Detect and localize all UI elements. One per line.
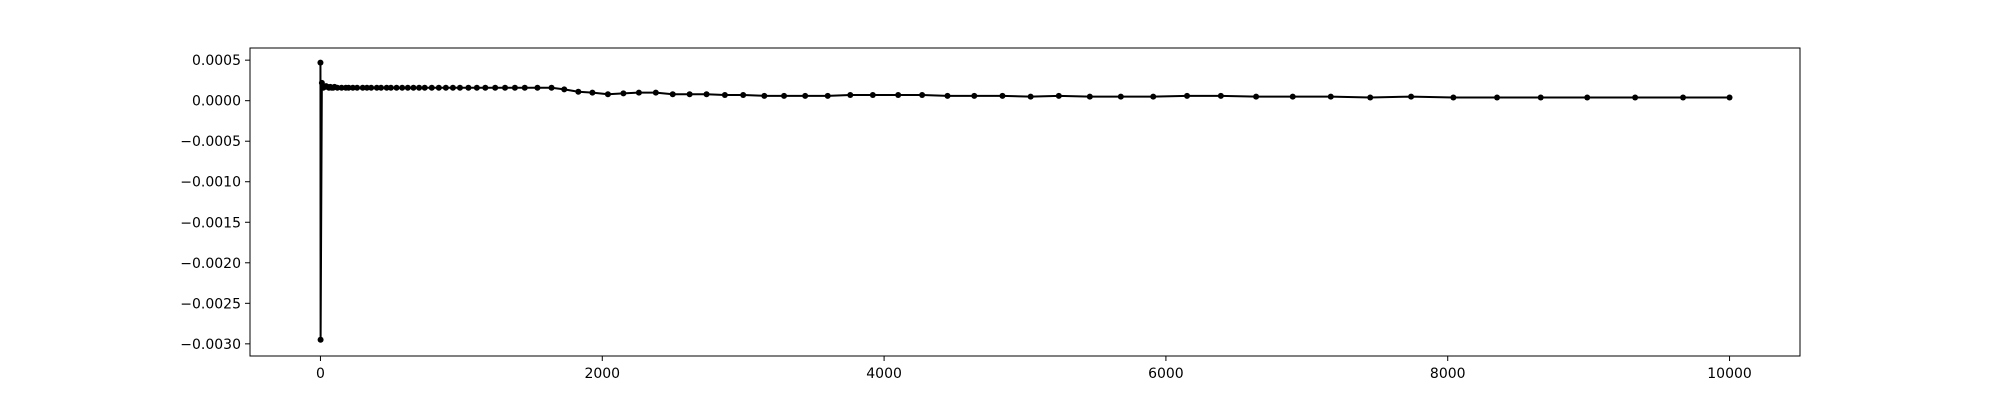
data-point (971, 92, 978, 99)
data-point (869, 92, 876, 99)
data-point (1584, 94, 1591, 101)
x-tick-label: 2000 (584, 366, 620, 382)
data-point (338, 84, 345, 91)
data-point (761, 92, 768, 99)
y-tick-label: −0.0015 (180, 215, 241, 231)
data-point (393, 84, 400, 91)
data-point (1117, 93, 1124, 100)
data-point (1184, 92, 1191, 99)
data-point (404, 84, 411, 91)
data-point (919, 92, 926, 99)
x-tick-label: 4000 (866, 366, 902, 382)
plot-layer (317, 59, 1733, 343)
data-point (1494, 94, 1501, 101)
data-point (620, 90, 627, 97)
y-tick-label: 0.0005 (192, 53, 241, 69)
data-point (944, 92, 951, 99)
data-point (1027, 93, 1034, 100)
data-point (521, 84, 528, 91)
data-point (1150, 93, 1157, 100)
data-point (1217, 92, 1224, 99)
data-point (465, 84, 472, 91)
data-point (378, 84, 385, 91)
data-point (354, 84, 361, 91)
x-axis: 0 2000 4000 6000 8000 10000 (316, 356, 1752, 382)
data-point (895, 92, 902, 99)
data-point (435, 84, 442, 91)
data-point (686, 91, 693, 98)
data-point (802, 92, 809, 99)
y-axis: 0.0005 0.0000 −0.0005 −0.0010 −0.0015 −0.0020… (180, 53, 250, 353)
y-tick-label: 0.0000 (192, 94, 241, 110)
data-point (781, 92, 788, 99)
data-point (482, 84, 489, 91)
data-point (1055, 92, 1062, 99)
data-point (575, 88, 582, 95)
data-point (561, 86, 568, 93)
data-point (456, 84, 463, 91)
data-point (334, 84, 341, 91)
x-tick-label: 8000 (1430, 366, 1466, 382)
data-point (1726, 94, 1733, 101)
x-tick-label: 0 (316, 366, 325, 382)
data-point (999, 92, 1006, 99)
data-point (368, 84, 375, 91)
y-tick-label: −0.0005 (180, 134, 241, 150)
data-point (703, 91, 710, 98)
data-point (824, 92, 831, 99)
data-point (502, 84, 509, 91)
data-point (428, 84, 435, 91)
data-point (589, 89, 596, 96)
data-point (359, 84, 366, 91)
data-point (492, 84, 499, 91)
data-point (399, 84, 406, 91)
series-line (319, 62, 1730, 341)
data-point (511, 84, 518, 91)
data-point (652, 89, 659, 96)
data-point (421, 84, 428, 91)
x-tick-label: 6000 (1148, 366, 1184, 382)
y-tick-label: −0.0010 (180, 175, 241, 191)
data-point (345, 84, 352, 91)
data-point (740, 92, 747, 99)
data-point (449, 84, 456, 91)
data-point (635, 89, 642, 96)
data-point (383, 84, 390, 91)
data-point (534, 84, 541, 91)
data-point (1408, 93, 1415, 100)
x-tick-label: 10000 (1707, 366, 1752, 382)
axes-frame (249, 47, 1801, 357)
data-point (1680, 94, 1687, 101)
data-point (349, 84, 356, 91)
data-point (416, 84, 423, 91)
data-point (721, 92, 728, 99)
data-point (442, 84, 449, 91)
data-point (387, 84, 394, 91)
data-point (1632, 94, 1639, 101)
data-point (847, 92, 854, 99)
data-point (317, 336, 324, 343)
data-point (604, 91, 611, 98)
y-tick-label: −0.0020 (180, 256, 241, 272)
data-point (1367, 94, 1374, 101)
data-point (1086, 93, 1093, 100)
data-point (317, 59, 324, 66)
data-point (1289, 93, 1296, 100)
data-point (1450, 94, 1457, 101)
data-point (1253, 93, 1260, 100)
data-point (373, 84, 380, 91)
data-point (410, 84, 417, 91)
data-point (473, 84, 480, 91)
y-tick-label: −0.0030 (180, 337, 241, 353)
y-tick-label: −0.0025 (180, 296, 241, 312)
data-point (548, 84, 555, 91)
data-point (1327, 93, 1334, 100)
data-point (1537, 94, 1544, 101)
data-point (363, 84, 370, 91)
data-point (669, 91, 676, 98)
